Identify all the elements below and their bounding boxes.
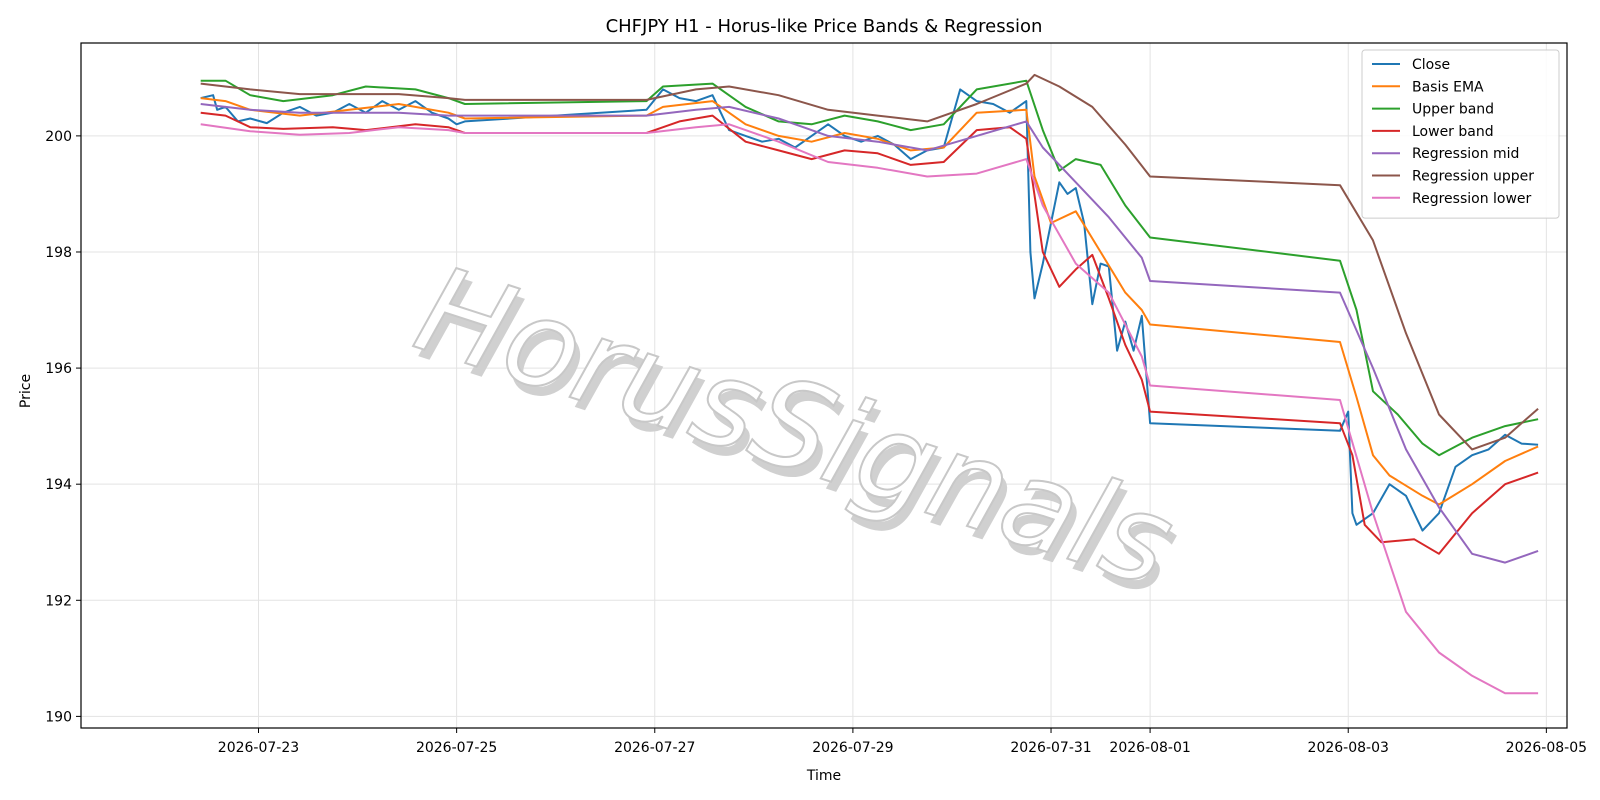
x-axis-ticks: 2026-07-23 2026-07-25 2026-07-27 2026-07-29… <box>218 728 1587 756</box>
series-line-regression-upper <box>200 73 1539 451</box>
legend-label-regression-upper: Regression upper <box>1412 169 1534 185</box>
y-axis-ticks: 190 192 194 196 198 200 <box>45 129 81 725</box>
y-tick-label: 194 <box>45 477 72 493</box>
series-line-regression-lower <box>200 123 1539 695</box>
legend-box <box>1361 49 1560 219</box>
series-lines <box>200 73 1539 695</box>
legend-label-lower-band: Lower band <box>1412 124 1494 140</box>
legend-label-regression-mid: Regression mid <box>1412 146 1519 162</box>
series-line-upper-band <box>200 79 1539 457</box>
x-tick-label: 2026-07-29 <box>812 740 893 756</box>
x-tick-label: 2026-07-25 <box>416 740 497 756</box>
y-tick-label: 198 <box>45 245 72 261</box>
legend: Close Basis EMA Upper band Lower band Regres… <box>1361 49 1560 219</box>
y-tick-label: 200 <box>45 129 72 145</box>
y-tick-label: 190 <box>45 709 72 725</box>
series-line-lower-band <box>200 111 1539 555</box>
series-line-regression-mid <box>200 103 1539 564</box>
x-tick-label: 2026-08-05 <box>1506 740 1587 756</box>
x-tick-label: 2026-07-23 <box>218 740 299 756</box>
chart-title: CHFJPY H1 - Horus-like Price Bands & Reg… <box>606 16 1043 37</box>
legend-label-regression-lower: Regression lower <box>1412 191 1532 207</box>
x-tick-label: 2026-08-01 <box>1109 740 1190 756</box>
series-line-basis-ema <box>200 97 1539 506</box>
plot-frame <box>80 42 1568 729</box>
legend-label-upper-band: Upper band <box>1412 102 1494 118</box>
x-tick-label: 2026-07-31 <box>1010 740 1091 756</box>
x-tick-label: 2026-07-27 <box>614 740 695 756</box>
y-tick-label: 192 <box>45 593 72 609</box>
y-axis-label: Price <box>18 374 34 408</box>
legend-label-close: Close <box>1412 57 1450 73</box>
x-axis-label: Time <box>806 768 841 784</box>
y-tick-label: 196 <box>45 361 72 377</box>
legend-label-basis-ema: Basis EMA <box>1412 79 1484 95</box>
x-tick-label: 2026-08-03 <box>1308 740 1389 756</box>
